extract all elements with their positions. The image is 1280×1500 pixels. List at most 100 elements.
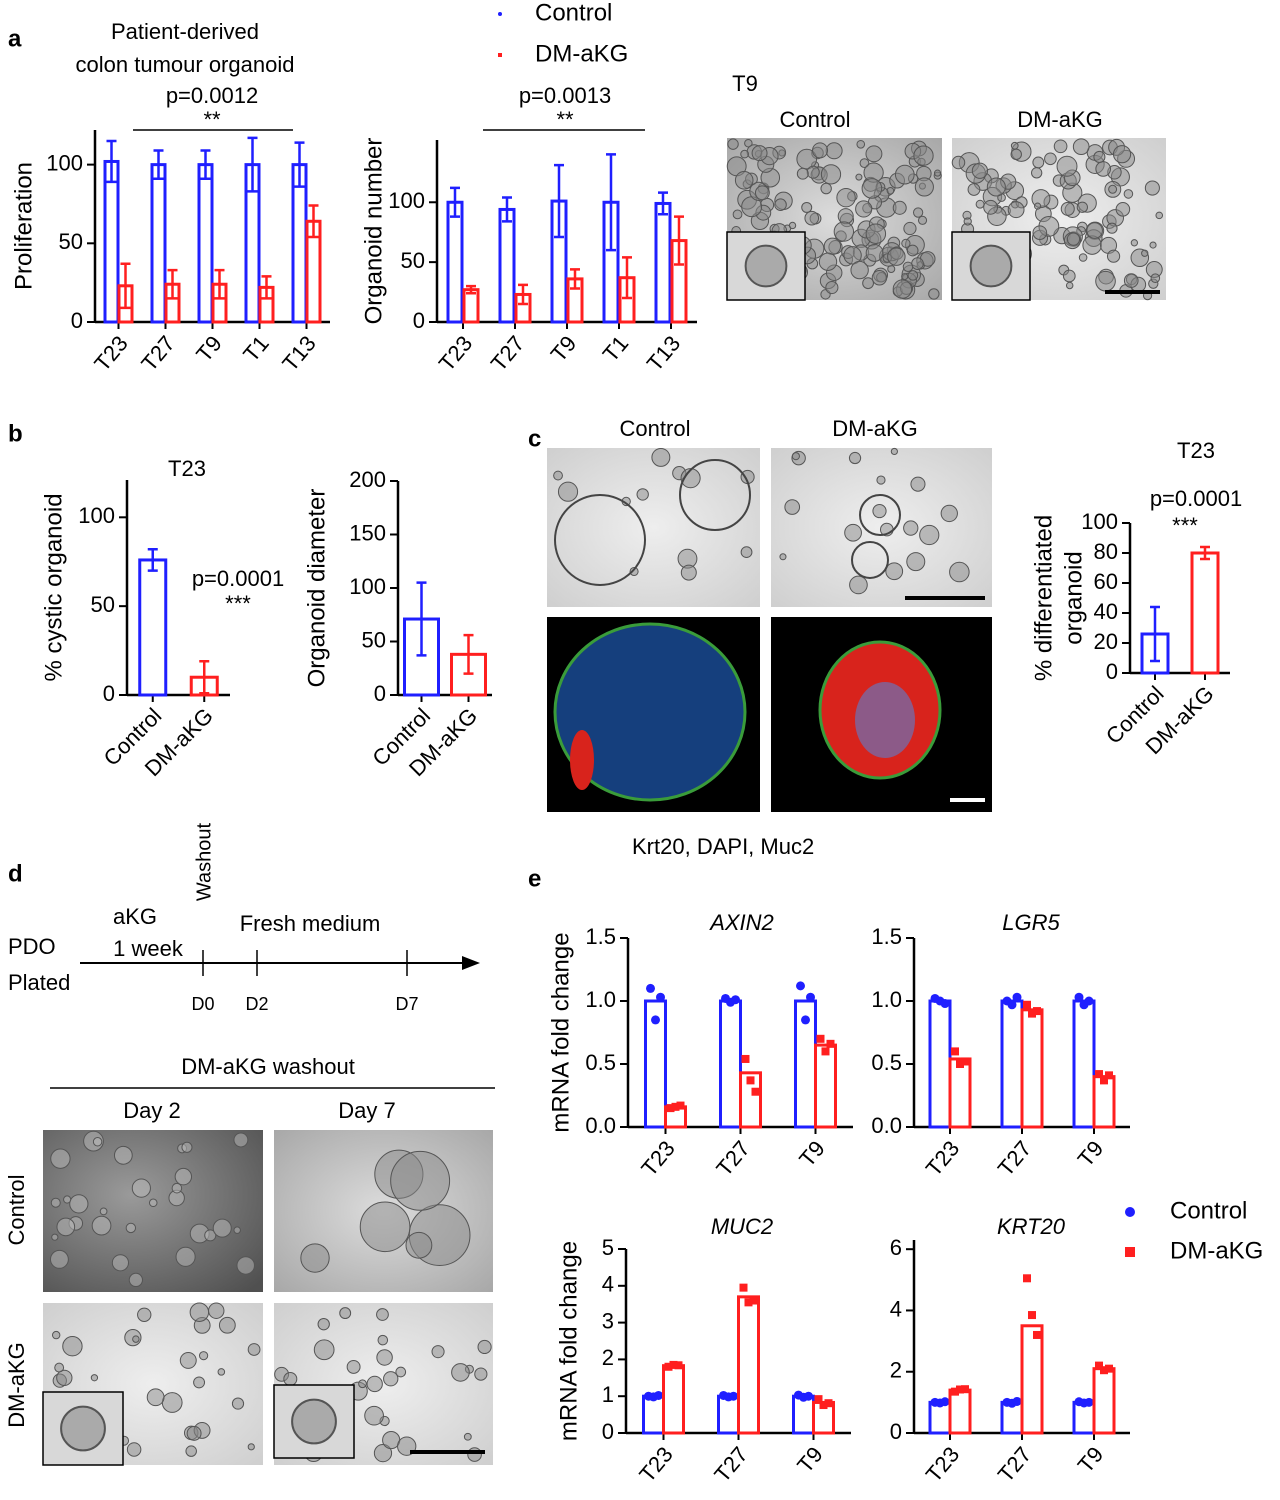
bar [717,1394,740,1435]
organoid [137,1307,152,1322]
point [674,1361,683,1370]
y-tick-label: 200 [349,467,386,492]
organoid [554,494,646,586]
p-value: p=0.0012 [166,83,258,108]
error-bar [622,256,632,300]
bar [719,999,742,1129]
organoid [820,164,842,185]
organoid [812,142,829,159]
y-axis-label: mRNA fold change [555,1241,582,1441]
point [671,1102,680,1111]
point [1095,1361,1103,1370]
point [951,1387,959,1396]
organoid [198,1351,209,1361]
error-bar [308,204,319,239]
organoid [231,1397,245,1410]
x-tick-label: T13 [642,331,686,376]
point [814,1395,823,1404]
organoid [914,177,934,197]
organoid [912,207,924,218]
organoid [910,476,926,492]
y-tick-label: 100 [1081,509,1118,534]
legend-label: DM-aKG [1170,1237,1263,1264]
organoid [50,1148,71,1169]
x-tick-label: T23 [634,1442,678,1487]
inset-organoid [969,244,1013,288]
organoid [963,217,972,226]
organoid [189,1302,210,1322]
timeline-label: aKG [113,904,157,929]
point [746,1076,755,1085]
organoid [56,1217,76,1237]
y-tick-label: 50 [91,592,115,617]
y-tick-label: 5 [602,1235,614,1260]
organoid [317,1317,330,1331]
bar [662,1364,685,1435]
error-bar [658,191,668,216]
y-tick-label: 100 [349,574,386,599]
row-label: Control [4,1175,29,1246]
organoid [940,504,958,523]
error-bar [502,196,512,223]
bar [138,558,168,697]
organoid [233,1132,249,1148]
organoid [1062,269,1076,283]
point [951,1047,959,1056]
y-tick-label: 0 [71,308,83,333]
point [731,995,740,1005]
bar [654,201,672,324]
y-tick-label: 100 [46,150,83,175]
bar [150,163,167,324]
organoid [1060,201,1075,216]
organoid [233,1226,241,1234]
point [646,983,655,993]
organoid [204,1229,217,1242]
organoid [859,494,901,536]
organoid [179,1351,197,1369]
organoid [185,1445,197,1457]
organoid [346,1359,361,1374]
organoid [885,562,904,581]
column-label: Day 7 [338,1098,395,1123]
organoid [1053,139,1068,154]
y-tick-label: 4 [602,1272,614,1297]
y-tick-label: 2 [890,1358,902,1383]
organoid [906,244,919,257]
bar [462,288,480,324]
organoid [774,198,787,211]
error-bar [450,186,460,218]
panel-label: c [528,425,541,452]
organoid [836,187,856,208]
y-tick-label: 50 [59,229,83,254]
organoid [892,279,913,299]
organoid [373,1443,393,1463]
x-tick-label: T1 [598,331,634,367]
point [729,1391,738,1401]
point [1028,1311,1036,1320]
point [1105,1071,1113,1080]
row-label: DM-aKG [4,1342,29,1428]
y-axis-label: organoid [1060,551,1087,644]
organoid [744,138,753,148]
y-tick-label: 2 [602,1345,614,1370]
organoid [848,451,862,465]
organoid [855,173,863,181]
image-label: Control [780,107,851,132]
organoid [913,145,934,166]
organoid [91,1215,112,1236]
chart-title: LGR5 [1002,910,1060,935]
organoid [871,270,888,286]
organoid [92,1137,103,1147]
point [796,981,805,991]
organoid [1031,167,1043,179]
legend-marker [1125,1207,1135,1217]
y-tick-label: 1.5 [871,924,902,949]
organoid [801,201,813,213]
point [751,1087,760,1096]
bar [948,1388,972,1435]
organoid [377,1334,389,1346]
p-value: p=0.0001 [192,566,284,591]
timeline-day: D7 [395,994,418,1014]
organoid [886,186,895,195]
organoid [405,1231,433,1259]
